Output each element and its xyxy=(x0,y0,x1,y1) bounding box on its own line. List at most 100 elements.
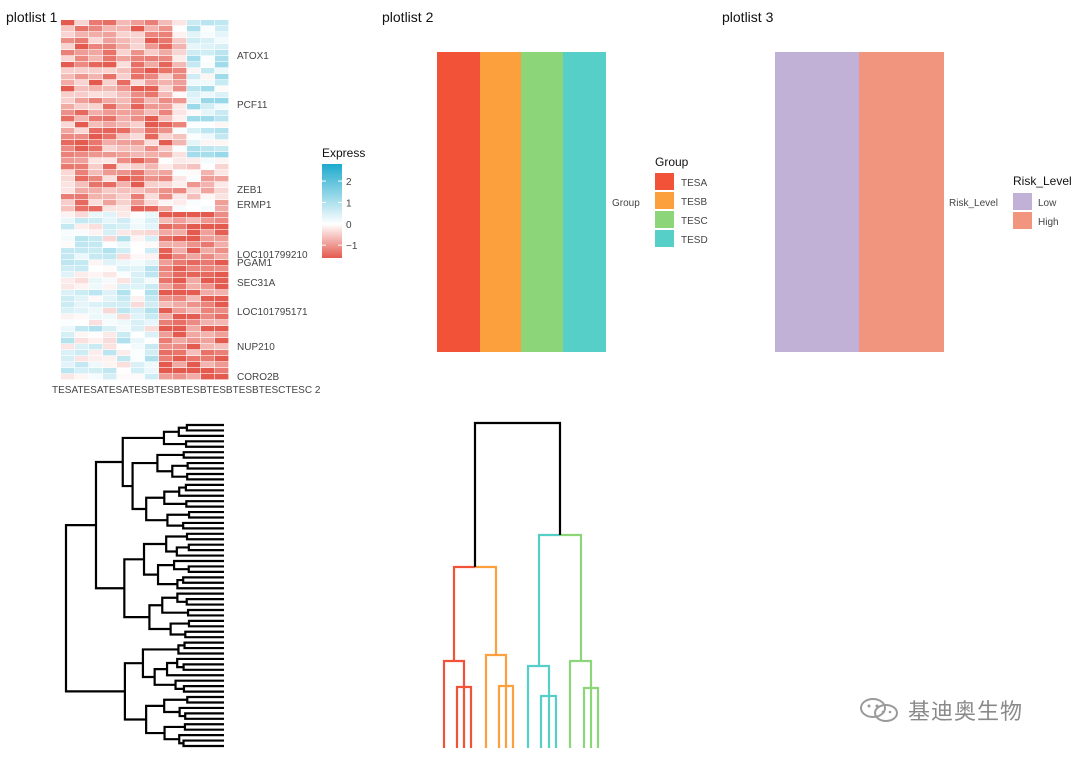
heatmap-cell xyxy=(61,122,75,128)
heatmap-cell xyxy=(103,188,117,194)
heatmap-cell xyxy=(215,110,229,116)
dendrogram-branch xyxy=(186,461,224,470)
heatmap-cell xyxy=(215,104,229,110)
heatmap-cell xyxy=(173,20,187,26)
heatmap-cell xyxy=(131,92,145,98)
heatmap-cell xyxy=(215,176,229,182)
group-legend-key xyxy=(655,211,674,228)
heatmap-cell xyxy=(61,74,75,80)
heatmap-cell xyxy=(173,134,187,140)
heatmap-cell xyxy=(103,140,117,146)
heatmap-cell xyxy=(145,158,159,164)
heatmap-cell xyxy=(75,116,89,122)
heatmap-cell xyxy=(159,338,173,344)
heatmap-cell xyxy=(103,38,117,44)
heatmap-row-label: LOC101795171 xyxy=(237,307,308,318)
heatmap-cell xyxy=(173,332,187,338)
heatmap-cell xyxy=(131,242,145,248)
dendrogram-branch xyxy=(156,563,178,586)
heatmap-cell xyxy=(117,86,131,92)
heatmap-cell xyxy=(187,134,201,140)
heatmap-cell xyxy=(173,38,187,44)
panel-title-3: plotlist 3 xyxy=(722,9,774,25)
heatmap-cell xyxy=(187,266,201,272)
heatmap-cell xyxy=(187,302,201,308)
heatmap-cell xyxy=(159,122,173,128)
heatmap-cell xyxy=(173,110,187,116)
heatmap-cell xyxy=(103,314,117,320)
heatmap-cell xyxy=(75,194,89,200)
heatmap-cell xyxy=(201,68,215,74)
heatmap-cell xyxy=(145,32,159,38)
heatmap-cell xyxy=(61,140,75,146)
dendrogram-branch xyxy=(156,453,184,473)
heatmap-cell xyxy=(131,158,145,164)
heatmap-cell xyxy=(201,62,215,68)
heatmap-cell xyxy=(75,44,89,50)
heatmap-cell xyxy=(103,146,117,152)
heatmap-cell xyxy=(131,296,145,302)
heatmap-cell xyxy=(145,344,159,350)
heatmap-cell xyxy=(187,206,201,212)
heatmap-cell xyxy=(61,104,75,110)
heatmap-row-label: PGAM1 xyxy=(237,258,272,269)
heatmap-cell xyxy=(61,242,75,248)
dendrogram-branch xyxy=(165,535,188,553)
dendrogram-branch xyxy=(176,592,224,603)
heatmap-cell xyxy=(201,164,215,170)
heatmap-cell xyxy=(103,182,117,188)
heatmap-cell xyxy=(89,188,103,194)
heatmap-cell xyxy=(103,272,117,278)
heatmap-cell xyxy=(159,218,173,224)
heatmap-cell xyxy=(173,224,187,230)
heatmap-cell xyxy=(103,368,117,374)
dendrogram-branch xyxy=(182,521,224,530)
heatmap-cell xyxy=(145,260,159,266)
heatmap-cell xyxy=(173,164,187,170)
heatmap-cell xyxy=(89,224,103,230)
heatmap-cell xyxy=(159,278,173,284)
heatmap-cell xyxy=(61,116,75,122)
heatmap-cell xyxy=(145,104,159,110)
heatmap-cell xyxy=(117,242,131,248)
heatmap-cell xyxy=(75,254,89,260)
heatmap-cell xyxy=(75,374,89,380)
heatmap-cell xyxy=(103,362,117,368)
heatmap-cell xyxy=(89,164,103,170)
heatmap-cell xyxy=(103,20,117,26)
heatmap-cell xyxy=(187,224,201,230)
heatmap-cell xyxy=(117,50,131,56)
heatmap-cell xyxy=(103,86,117,92)
heatmap-cell xyxy=(187,338,201,344)
heatmap-cell xyxy=(75,284,89,290)
heatmap-cell xyxy=(61,32,75,38)
heatmap-cell xyxy=(89,212,103,218)
heatmap-cell xyxy=(75,338,89,344)
heatmap-cell xyxy=(187,356,201,362)
express-tick-label: 2 xyxy=(346,177,352,188)
dendrogram-branch xyxy=(162,430,187,446)
dendrogram-branch xyxy=(145,496,168,522)
heatmap-cell xyxy=(159,98,173,104)
heatmap-cell xyxy=(117,338,131,344)
heatmap-cell xyxy=(159,158,173,164)
dendrogram-branch xyxy=(475,565,498,655)
panel-title-1: plotlist 1 xyxy=(6,9,58,25)
dendrogram-branch xyxy=(183,641,224,650)
heatmap-cell xyxy=(89,122,103,128)
heatmap-cell xyxy=(145,122,159,128)
heatmap-cell xyxy=(117,38,131,44)
heatmap-cell xyxy=(187,212,201,218)
risk-annotation-bar xyxy=(775,52,944,352)
heatmap-cell xyxy=(215,254,229,260)
dendrogram-branch xyxy=(187,619,224,628)
heatmap-cell xyxy=(173,146,187,152)
heatmap-cell xyxy=(117,362,131,368)
heatmap-cell xyxy=(89,326,103,332)
heatmap-cell xyxy=(215,224,229,230)
heatmap-cell xyxy=(117,128,131,134)
dendrogram-branch xyxy=(184,630,224,639)
heatmap-cell xyxy=(201,146,215,152)
heatmap-cell xyxy=(131,326,145,332)
heatmap-cell xyxy=(201,182,215,188)
